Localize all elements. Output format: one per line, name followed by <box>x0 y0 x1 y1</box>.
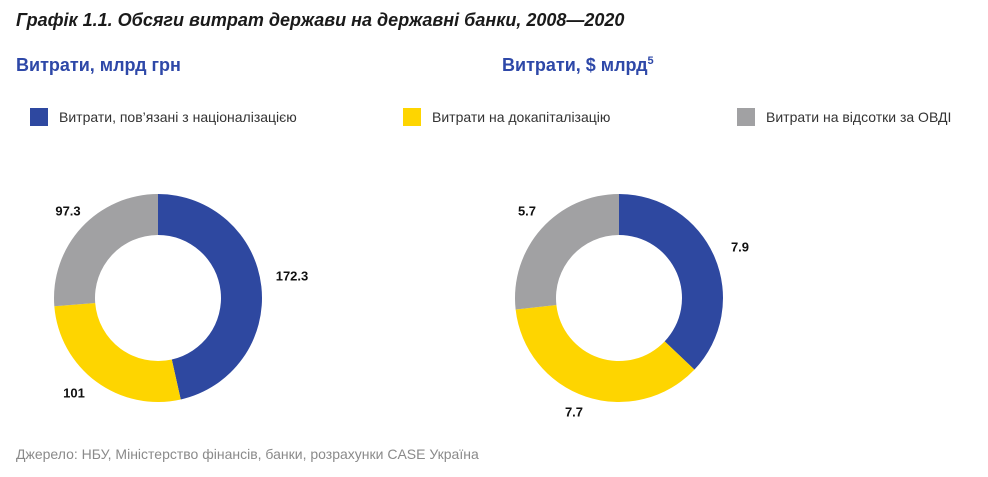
subtitle-usd-text: Витрати, $ млрд <box>502 55 648 75</box>
slice-uah-recapitalization <box>54 302 181 402</box>
legend-item-ovdi: Витрати на відсотки за ОВДІ <box>737 108 951 126</box>
chart-title: Графік 1.1. Обсяги витрат держави на дер… <box>16 10 625 30</box>
subtitle-usd-footnote: 5 <box>647 55 654 67</box>
subtitle-uah: Витрати, млрд грн <box>16 55 181 76</box>
legend-label-nationalization: Витрати, пов’язані з націоналізацією <box>59 109 297 125</box>
legend-swatch-ovdi <box>737 108 755 126</box>
source-note: Джерело: НБУ, Міністерство фінансів, бан… <box>16 446 479 462</box>
slice-usd-recapitalization <box>515 304 695 403</box>
subtitle-usd: Витрати, $ млрд5 <box>502 55 654 76</box>
data-label-usd-nationalization: 7.9 <box>731 239 749 254</box>
slice-usd-ovdi <box>515 194 619 310</box>
data-label-usd-recapitalization: 7.7 <box>565 404 583 419</box>
slice-usd-nationalization <box>619 194 724 370</box>
data-label-uah-recapitalization: 101 <box>63 385 85 400</box>
data-label-usd-ovdi: 5.7 <box>518 203 536 218</box>
legend-item-nationalization: Витрати, пов’язані з націоналізацією <box>30 108 297 126</box>
legend-label-ovdi: Витрати на відсотки за ОВДІ <box>766 109 952 125</box>
slice-uah-ovdi <box>53 194 158 307</box>
slice-uah-nationalization <box>158 194 262 400</box>
data-label-uah-ovdi: 97.3 <box>55 203 80 218</box>
legend-swatch-nationalization <box>30 108 48 126</box>
legend-swatch-recapitalization <box>403 108 421 126</box>
subtitle-uah-text: Витрати, млрд грн <box>16 55 181 75</box>
data-label-uah-nationalization: 172.3 <box>276 268 309 283</box>
legend-label-recapitalization: Витрати на докапіталізацію <box>432 109 611 125</box>
legend-item-recapitalization: Витрати на докапіталізацію <box>403 108 610 126</box>
